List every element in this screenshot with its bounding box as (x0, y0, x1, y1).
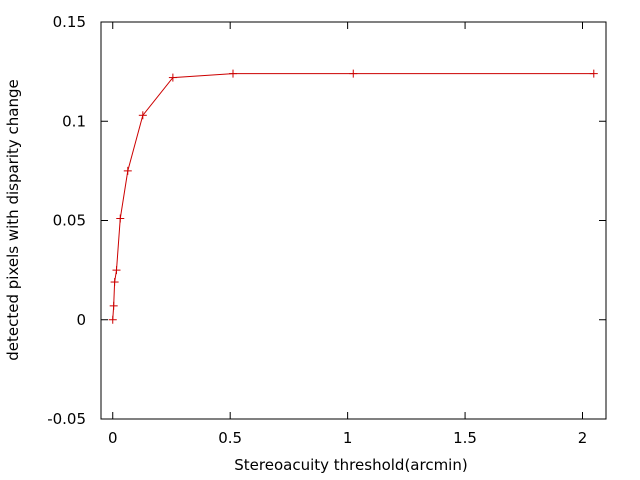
y-tick-label: 0.15 (53, 13, 86, 31)
data-point (349, 69, 358, 78)
x-tick-label: 0.5 (218, 429, 242, 447)
x-tick-label: 1.5 (453, 429, 477, 447)
y-tick-label: -0.05 (47, 410, 86, 428)
data-point (112, 266, 121, 275)
plot-frame (100, 21, 607, 420)
data-point (110, 278, 119, 287)
data-point (229, 69, 238, 78)
data-point (123, 166, 132, 175)
data-point (589, 69, 598, 78)
x-tick-label: 0 (108, 429, 118, 447)
y-tick-label: 0.05 (53, 212, 86, 230)
data-point (109, 301, 118, 310)
data-point (168, 73, 177, 82)
y-axis-label: detected pixels with disparity change (4, 79, 22, 360)
x-axis-label: Stereoacuity threshold(arcmin) (234, 456, 467, 474)
x-tick-label: 2 (578, 429, 588, 447)
series-layer (108, 69, 598, 324)
y-tick-label: 0.1 (62, 112, 86, 130)
y-tick-label: 0 (76, 311, 86, 329)
data-point (138, 111, 147, 120)
data-point (108, 315, 117, 324)
axis-ticks: 0 0.5 1 1.5 2 -0.05 0 0.05 0.1 0.15 (47, 13, 606, 447)
data-point (116, 214, 125, 223)
series-line (112, 73, 594, 320)
x-tick-label: 1 (343, 429, 353, 447)
